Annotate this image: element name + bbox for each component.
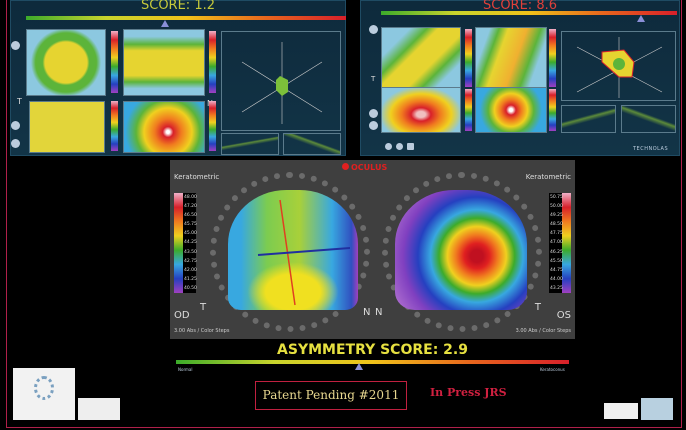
right-polar-grid — [382, 172, 542, 332]
brand-logo: TECHNOLAS — [633, 146, 669, 152]
scale-tick-label: 50.75 — [550, 195, 563, 200]
panel-button[interactable] — [369, 109, 378, 118]
left-footnote: 3.00 Abs / Color Steps — [174, 328, 230, 334]
right-footnote: 3.00 Abs / Color Steps — [515, 328, 571, 334]
sponsor-logo — [604, 403, 638, 419]
scale-tick-label: 46.25 — [550, 249, 563, 255]
elevation-map-front — [26, 29, 106, 96]
thinning-graph — [621, 105, 676, 133]
scale-tick-label: 45.75 — [184, 222, 197, 228]
scale-tick-label: 47.75 — [550, 231, 563, 237]
panel-button[interactable] — [369, 121, 378, 130]
scale-tick-label: 48.00 — [184, 195, 197, 200]
left-polar-grid — [210, 172, 370, 332]
color-scale — [465, 29, 472, 87]
color-scale — [209, 101, 216, 151]
right-eye-label: OS — [556, 310, 571, 321]
left-color-scale: 48.00 47.20 46.50 45.75 45.00 44.25 43.50 42.75… — [174, 193, 197, 293]
right-color-scale: 50.75 50.00 49.25 48.50 47.75 47.00 46.25 45.50… — [549, 193, 571, 293]
scale-tick-label: 50.00 — [550, 204, 563, 210]
patent-box: Patent Pending #2011 — [255, 381, 407, 410]
save-button[interactable] — [407, 143, 414, 150]
brand-logo: OCULUS — [342, 163, 387, 172]
pachymetry-map — [123, 101, 205, 153]
panel-button[interactable] — [369, 25, 378, 34]
brand-text: OCULUS — [351, 163, 388, 172]
oculus-logo-icon — [342, 163, 349, 170]
color-scale — [209, 31, 216, 93]
scale-tick-label: 44.25 — [184, 240, 197, 246]
asymmetry-bar — [176, 360, 569, 364]
elevation-map-back — [123, 29, 205, 96]
left-score-bar — [26, 16, 346, 20]
scale-tick-label: 45.50 — [550, 258, 563, 264]
right-map-title: Keratometric — [525, 173, 571, 181]
elevation-map-back — [475, 27, 547, 93]
color-scale — [549, 89, 556, 131]
thickness-map — [29, 101, 105, 153]
page-frame — [6, 0, 682, 428]
thickness-graph — [561, 105, 616, 133]
right-keratometric-map — [395, 190, 527, 310]
scale-tick-label: 40.50 — [184, 285, 197, 291]
right-analysis-panel: SCORE: 8.6 T TECHNOLAS — [360, 0, 680, 156]
right-score-bar — [381, 11, 677, 15]
thickness-graph — [221, 133, 279, 155]
journal-logo — [641, 398, 673, 420]
institution-logo — [13, 368, 75, 420]
scale-tick-label: 49.25 — [550, 213, 563, 219]
radar-axes — [241, 42, 323, 124]
left-analysis-panel: SCORE: 1.2 T N — [10, 0, 346, 156]
oculus-comparison-panel: OCULUS Keratometric Keratometric 48.00 47… — [170, 160, 575, 339]
scale-tick-label: 43.50 — [184, 249, 197, 255]
scale-tick-label: 48.50 — [550, 222, 563, 228]
thickness-map — [381, 87, 461, 133]
scale-tick-label: 42.75 — [184, 258, 197, 264]
elevation-map-front — [381, 27, 461, 93]
asymmetry-marker — [355, 363, 363, 370]
color-scale — [111, 101, 118, 151]
scale-tick-label: 46.50 — [184, 213, 197, 219]
left-temporal-label: T — [200, 302, 207, 313]
left-score-marker — [161, 20, 169, 27]
left-map-title: Keratometric — [174, 173, 220, 181]
scale-tick-label: 47.20 — [184, 204, 197, 210]
right-score: SCORE: 8.6 — [483, 0, 557, 13]
panel-button[interactable] — [11, 139, 20, 148]
color-scale — [549, 29, 556, 87]
thinning-graph — [283, 133, 341, 155]
logo-icon — [34, 376, 54, 400]
bar-normal-label: Normal — [178, 367, 193, 372]
color-scale — [465, 89, 472, 131]
left-score: SCORE: 1.2 — [141, 0, 215, 13]
radar-chart — [561, 31, 676, 101]
radar-chart — [221, 31, 341, 131]
nasal-label-right: N — [375, 307, 383, 318]
pachymetry-map — [475, 87, 547, 133]
left-eye-label: OD — [174, 310, 190, 321]
scale-tick-label: 47.00 — [550, 240, 563, 246]
right-score-marker — [637, 15, 645, 22]
bar-keratoconus-label: Keratoconus — [540, 367, 565, 372]
panel-button[interactable] — [11, 121, 20, 130]
share-button[interactable] — [385, 143, 392, 150]
right-temporal-label: T — [534, 302, 541, 313]
scale-tick-label: 44.75 — [550, 267, 563, 273]
print-button[interactable] — [396, 143, 403, 150]
nasal-label-left: N — [363, 307, 371, 318]
in-press-label: In Press JRS — [430, 386, 507, 399]
asymmetry-score: ASYMMETRY SCORE: 2.9 — [277, 342, 468, 358]
panel-button[interactable] — [11, 41, 20, 50]
side-label: T — [371, 75, 376, 83]
scale-tick-label: 41.25 — [184, 276, 197, 282]
scale-tick-label: 45.00 — [184, 231, 197, 237]
scale-tick-label: 42.00 — [184, 267, 197, 273]
partner-logo — [78, 398, 120, 420]
scale-tick-label: 44.00 — [550, 276, 563, 282]
temporal-label: T — [17, 97, 22, 106]
radar-axes — [576, 37, 663, 98]
color-scale — [111, 31, 118, 93]
scale-tick-label: 43.25 — [550, 285, 563, 291]
